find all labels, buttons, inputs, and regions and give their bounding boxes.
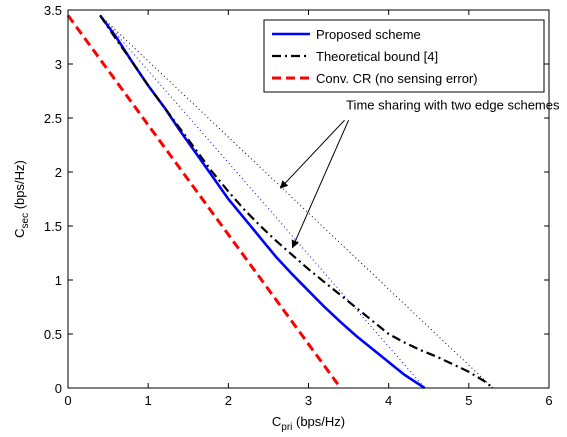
y-tick-label: 0 bbox=[55, 381, 62, 396]
y-tick-label: 0.5 bbox=[44, 327, 62, 342]
series-line-3 bbox=[66, 14, 342, 389]
y-tick-label: 2 bbox=[55, 165, 62, 180]
x-axis-label-sub: pri bbox=[281, 422, 292, 433]
x-tick-label: 6 bbox=[545, 393, 552, 408]
x-axis-label-unit: (bps/Hz) bbox=[292, 414, 345, 429]
series-line-2 bbox=[99, 14, 494, 389]
ticks-layer: 0 1 2 3 4 5 6 0 0.5 1 1.5 2 2.5 3 3.5 bbox=[44, 3, 553, 408]
annotation-arrow bbox=[279, 119, 345, 189]
x-tick-label: 4 bbox=[385, 393, 392, 408]
legend-label: Proposed scheme bbox=[316, 27, 421, 42]
series-line-1 bbox=[99, 14, 426, 390]
x-tick-label: 1 bbox=[145, 393, 152, 408]
x-axis-label-main: C bbox=[272, 414, 281, 429]
legend-label: Theoretical bound [4] bbox=[316, 49, 438, 64]
x-axis-label: Cpri (bps/Hz) bbox=[272, 414, 345, 433]
y-axis-label-sub: sec bbox=[20, 213, 31, 229]
x-tick-label: 3 bbox=[305, 393, 312, 408]
x-tick-label: 5 bbox=[465, 393, 472, 408]
series-layer bbox=[66, 14, 494, 390]
annotation-layer: Time sharing with two edge schemes bbox=[279, 97, 560, 249]
legend-label: Conv. CR (no sensing error) bbox=[316, 71, 478, 86]
y-tick-label: 3 bbox=[55, 57, 62, 72]
y-tick-label: 2.5 bbox=[44, 111, 62, 126]
y-tick-label: 3.5 bbox=[44, 3, 62, 18]
x-tick-label: 2 bbox=[225, 393, 232, 408]
x-tick-label: 0 bbox=[64, 393, 71, 408]
legend: Proposed scheme Theoretical bound [4] Conv… bbox=[263, 19, 545, 93]
legend-box bbox=[263, 19, 545, 93]
y-tick-label: 1.5 bbox=[44, 219, 62, 234]
y-axis-label-main: C bbox=[12, 228, 27, 237]
y-axis-label-unit: (bps/Hz) bbox=[12, 160, 27, 213]
annotation-arrow bbox=[291, 119, 350, 249]
y-tick-label: 1 bbox=[55, 273, 62, 288]
y-axis-label: Csec (bps/Hz) bbox=[12, 160, 31, 238]
annotation-text: Time sharing with two edge schemes bbox=[346, 97, 560, 112]
